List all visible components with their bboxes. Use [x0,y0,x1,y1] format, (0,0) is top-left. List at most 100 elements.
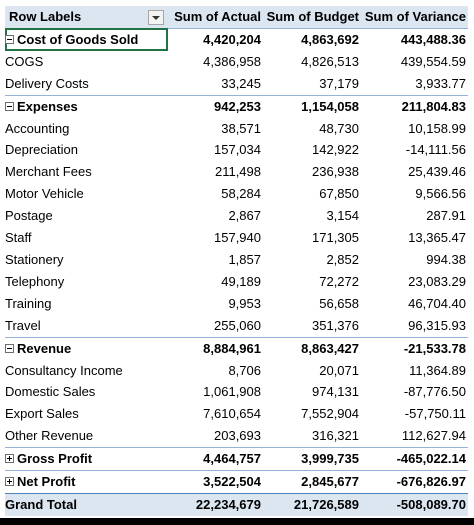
row-label-cell[interactable]: Cost of Goods Sold [5,27,168,51]
sum-of-actual-header[interactable]: Sum of Actual [168,6,263,29]
sum-of-actual-cell[interactable]: 8,884,961 [168,336,263,360]
row-label-cell[interactable]: Postage [5,205,168,227]
row-label-cell[interactable]: Depreciation [5,139,168,161]
row-label: Net Profit [17,474,76,490]
sum-of-actual-cell[interactable]: 4,386,958 [203,53,261,69]
sum-of-budget-cell[interactable]: 21,726,589 [263,492,361,516]
expand-plus-icon[interactable] [5,454,14,464]
sum-of-budget-cell[interactable]: 3,154 [326,208,359,224]
sum-of-variance-cell[interactable]: 443,488.36 [361,27,468,51]
row-label-cell[interactable]: Grand Total [5,492,168,516]
sum-of-budget-cell[interactable]: 7,552,904 [301,406,359,422]
row-label-cell[interactable]: Revenue [5,336,168,360]
sum-of-budget-header[interactable]: Sum of Budget [263,6,361,29]
sum-of-variance-cell[interactable]: 211,804.83 [361,94,468,118]
row-label-cell[interactable]: Staff [5,227,168,249]
sum-of-variance-cell[interactable]: -508,089.70 [361,492,468,516]
filter-dropdown-icon[interactable] [148,10,164,25]
sum-of-budget-cell[interactable]: 3,999,735 [263,447,361,471]
sum-of-actual-cell[interactable]: 4,420,204 [168,27,263,51]
sum-of-budget-cell[interactable]: 67,850 [319,186,359,202]
row-label-cell[interactable]: Gross Profit [5,447,168,471]
sum-of-budget-cell[interactable]: 2,845,677 [263,470,361,494]
sum-of-variance-cell[interactable]: -87,776.50 [403,384,466,400]
sum-of-budget-cell[interactable]: 236,938 [312,164,359,180]
sum-of-actual-cell[interactable]: 33,245 [221,75,261,91]
sum-of-variance-cell[interactable]: 23,083.29 [408,273,466,289]
row-label-cell[interactable]: Motor Vehicle [5,183,168,205]
row-label-cell[interactable]: COGS [5,51,168,73]
sum-of-variance-cell[interactable]: -676,826.97 [361,470,468,494]
row-label-cell[interactable]: Telephony [5,271,168,293]
sum-of-budget-cell[interactable]: 4,863,692 [263,27,361,51]
sum-of-budget-cell[interactable]: 351,376 [312,317,359,333]
sum-of-actual-cell[interactable]: 1,061,908 [203,384,261,400]
sum-of-budget-cell[interactable]: 974,131 [312,384,359,400]
sum-of-actual-cell[interactable]: 203,693 [214,428,261,444]
expand-plus-icon[interactable] [5,477,14,487]
collapse-minus-icon[interactable] [5,343,14,353]
sum-of-variance-cell[interactable]: 287.91 [426,208,466,224]
sum-of-variance-cell[interactable]: 9,566.56 [415,186,466,202]
sum-of-actual-cell[interactable]: 255,060 [214,317,261,333]
sum-of-budget-cell[interactable]: 171,305 [312,230,359,246]
sum-of-budget-cell[interactable]: 48,730 [319,120,359,136]
sum-of-budget-cell[interactable]: 56,658 [319,295,359,311]
sum-of-budget-cell[interactable]: 37,179 [319,75,359,91]
row-label-cell[interactable]: Consultancy Income [5,360,168,382]
sum-of-variance-cell[interactable]: 3,933.77 [415,75,466,91]
sum-of-budget-cell[interactable]: 316,321 [312,428,359,444]
row-label-cell[interactable]: Other Revenue [5,425,168,447]
sum-of-actual-cell[interactable]: 2,867 [228,208,261,224]
row-label-cell[interactable]: Expenses [5,94,168,118]
sum-of-actual-cell[interactable]: 7,610,654 [203,406,261,422]
collapse-minus-icon[interactable] [5,34,14,44]
sum-of-variance-cell[interactable]: 439,554.59 [400,53,466,69]
sum-of-variance-cell[interactable]: 112,627.94 [401,428,466,444]
row-label-cell[interactable]: Delivery Costs [5,73,168,95]
sum-of-budget-cell[interactable]: 1,154,058 [263,94,361,118]
row-label-cell[interactable]: Training [5,293,168,315]
sum-of-variance-cell[interactable]: 994.38 [426,251,466,267]
row-label-cell[interactable]: Net Profit [5,470,168,494]
sum-of-variance-cell[interactable]: 10,158.99 [408,120,466,136]
sum-of-budget-cell[interactable]: 8,863,427 [263,336,361,360]
row-label-cell[interactable]: Merchant Fees [5,161,168,183]
sum-of-actual-cell[interactable]: 4,464,757 [168,447,263,471]
sum-of-actual-cell[interactable]: 157,034 [214,142,261,158]
sum-of-actual-cell[interactable]: 22,234,679 [168,492,263,516]
sum-of-actual-cell[interactable]: 3,522,504 [168,470,263,494]
sum-of-actual-cell[interactable]: 38,571 [221,120,261,136]
sum-of-variance-cell[interactable]: 11,364.89 [409,362,466,378]
sum-of-actual-cell[interactable]: 9,953 [228,295,261,311]
sum-of-budget-cell[interactable]: 72,272 [319,273,359,289]
row-label-cell[interactable]: Stationery [5,249,168,271]
row-label-cell[interactable]: Accounting [5,118,168,140]
sum-of-variance-cell[interactable]: -21,533.78 [361,336,468,360]
sum-of-budget-cell[interactable]: 20,071 [319,362,359,378]
sum-of-actual-cell[interactable]: 942,253 [168,94,263,118]
sum-of-actual-cell[interactable]: 49,189 [221,273,261,289]
sum-of-budget-cell[interactable]: 2,852 [326,251,359,267]
sum-of-variance-cell[interactable]: 25,439.46 [408,164,466,180]
sum-of-actual-cell[interactable]: 211,498 [214,164,261,180]
group-row: Cost of Goods Sold 4,420,204 4,863,692 443,… [5,27,468,51]
row-labels-header[interactable]: Row Labels [5,6,168,29]
sum-of-variance-cell[interactable]: -14,111.56 [405,142,466,158]
sum-of-actual-cell[interactable]: 157,940 [214,230,261,246]
row-label-cell[interactable]: Domestic Sales [5,381,168,403]
sum-of-variance-cell[interactable]: 13,365.47 [408,230,466,246]
sum-of-variance-cell[interactable]: 46,704.40 [408,295,466,311]
sum-of-variance-cell[interactable]: -57,750.11 [404,406,466,422]
row-label-cell[interactable]: Travel [5,315,168,337]
sum-of-actual-cell[interactable]: 8,706 [228,362,261,378]
sum-of-budget-cell[interactable]: 4,826,513 [301,53,359,69]
collapse-minus-icon[interactable] [5,101,14,111]
sum-of-variance-cell[interactable]: -465,022.14 [361,447,468,471]
sum-of-actual-cell[interactable]: 1,857 [228,251,261,267]
sum-of-variance-header[interactable]: Sum of Variance [361,6,468,29]
sum-of-variance-cell[interactable]: 96,315.93 [408,317,466,333]
sum-of-actual-cell[interactable]: 58,284 [221,186,261,202]
row-label-cell[interactable]: Export Sales [5,403,168,425]
sum-of-budget-cell[interactable]: 142,922 [312,142,359,158]
